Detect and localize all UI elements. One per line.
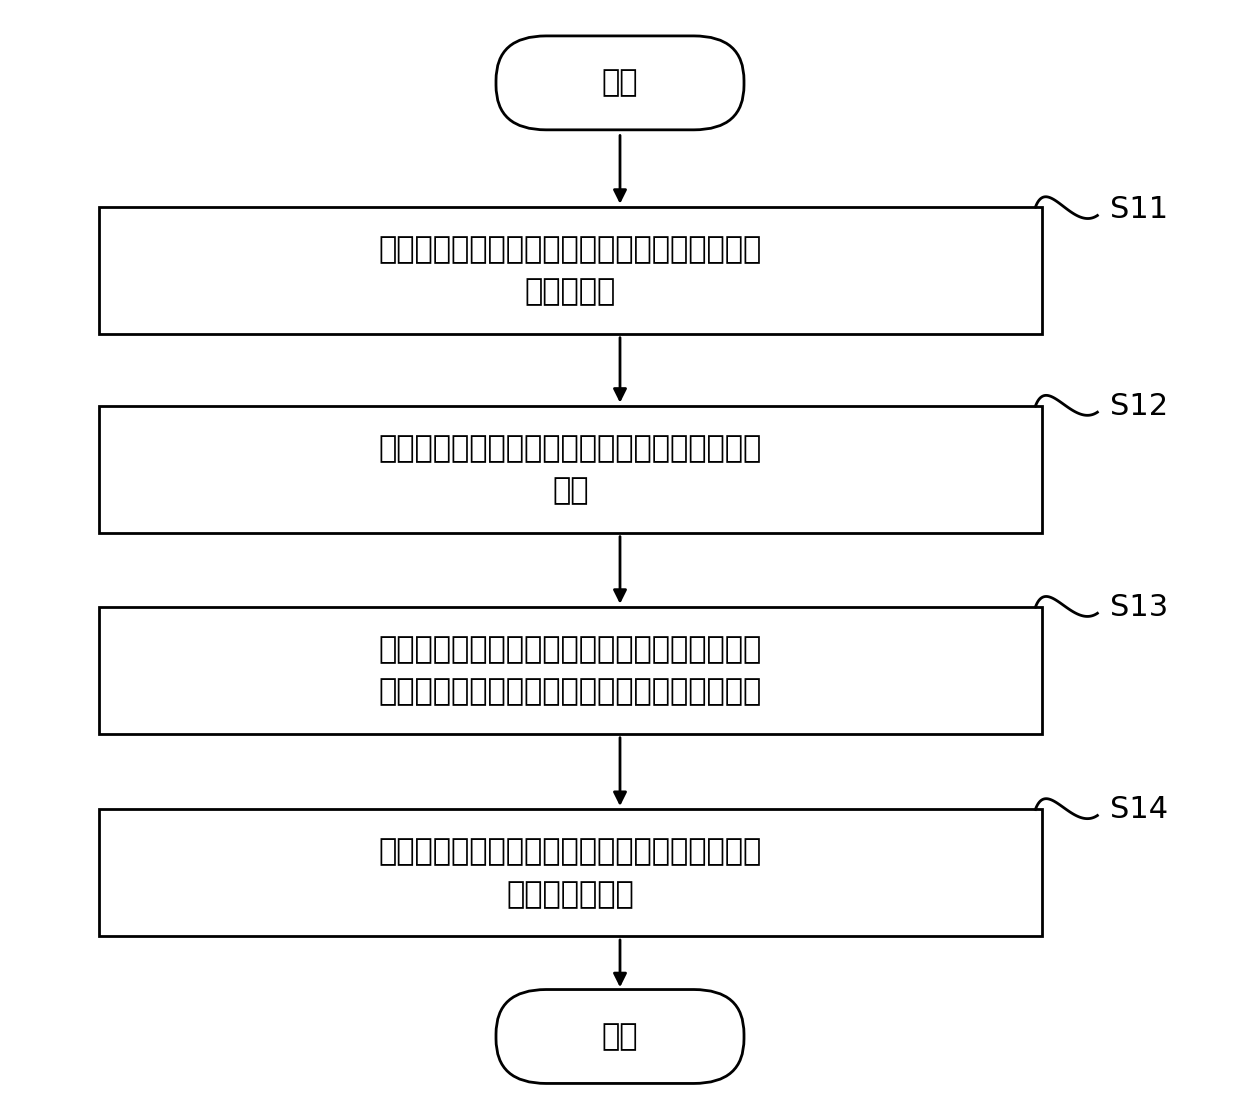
FancyBboxPatch shape (99, 407, 1042, 534)
FancyBboxPatch shape (99, 608, 1042, 734)
FancyBboxPatch shape (99, 208, 1042, 334)
Text: 根据所述当前波形信息判断所述伺服焊接系统是
否存在驱动异常: 根据所述当前波形信息判断所述伺服焊接系统是 否存在驱动异常 (378, 838, 763, 908)
Text: 利用所述波形识别模型识别所述基准程序运行时
的所述伺服焊接系统的运动控制的当前波形信息: 利用所述波形识别模型识别所述基准程序运行时 的所述伺服焊接系统的运动控制的当前波… (378, 635, 763, 706)
Text: S13: S13 (1110, 593, 1168, 622)
Text: S14: S14 (1110, 796, 1168, 824)
Text: S11: S11 (1110, 196, 1168, 224)
FancyBboxPatch shape (99, 809, 1042, 937)
Text: 根据所述基准程序建立所述焊接系统的波形识别
模型: 根据所述基准程序建立所述焊接系统的波形识别 模型 (378, 434, 763, 505)
Text: 根据伺服焊接系统的运动控制和程序启动信息确
定基准程序: 根据伺服焊接系统的运动控制和程序启动信息确 定基准程序 (378, 235, 763, 306)
FancyBboxPatch shape (496, 990, 744, 1083)
Text: 结束: 结束 (601, 1022, 639, 1051)
Text: S12: S12 (1110, 392, 1168, 421)
FancyBboxPatch shape (496, 35, 744, 129)
Text: 开始: 开始 (601, 69, 639, 97)
